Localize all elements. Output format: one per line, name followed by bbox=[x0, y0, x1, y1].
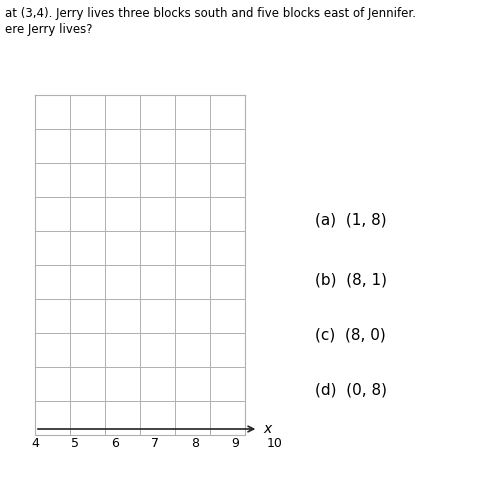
Text: 8: 8 bbox=[191, 437, 199, 450]
Text: (c)  (8, 0): (c) (8, 0) bbox=[315, 328, 386, 342]
Text: (a)  (1, 8): (a) (1, 8) bbox=[315, 212, 386, 228]
Text: (d)  (0, 8): (d) (0, 8) bbox=[315, 382, 387, 398]
Text: x: x bbox=[263, 422, 271, 436]
Text: (b)  (8, 1): (b) (8, 1) bbox=[315, 272, 387, 287]
Text: ere Jerry lives?: ere Jerry lives? bbox=[5, 22, 92, 36]
Text: 10: 10 bbox=[267, 437, 283, 450]
Text: 4: 4 bbox=[31, 437, 39, 450]
Text: 9: 9 bbox=[231, 437, 239, 450]
Text: at (3,4). Jerry lives three blocks south and five blocks east of Jennifer.: at (3,4). Jerry lives three blocks south… bbox=[5, 8, 416, 20]
Text: 6: 6 bbox=[111, 437, 119, 450]
Text: 5: 5 bbox=[71, 437, 79, 450]
Text: 7: 7 bbox=[151, 437, 159, 450]
